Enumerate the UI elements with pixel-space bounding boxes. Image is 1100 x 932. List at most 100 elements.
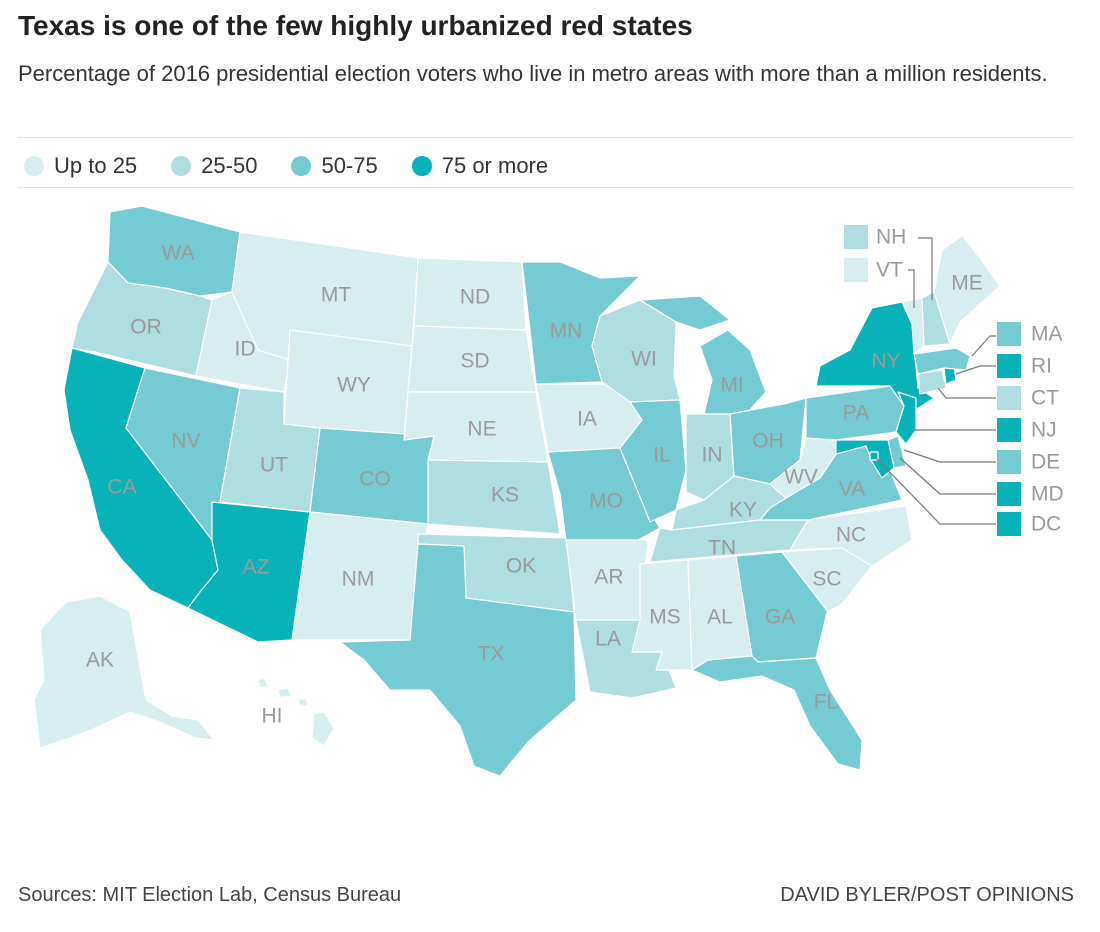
legend: Up to 25 25-50 50-75 75 or more [24,150,582,182]
label-ok: OK [506,555,536,578]
legend-bottom-rule [18,187,1074,188]
swatch-de [997,450,1021,474]
leader-dc [875,457,996,525]
state-ks[interactable] [427,459,561,535]
credit-line: DAVID BYLER/POST OPINIONS [780,884,1074,906]
us-map: WA OR CA ID NV AZ MT WY UT CO NM ND SD N… [33,205,1064,777]
leader-ma [971,335,996,357]
label-sd: SD [460,350,489,373]
label-ak: AK [86,649,114,672]
legend-item-25-50: 25-50 [171,153,257,179]
callout-label-de: DE [1031,451,1060,474]
legend-swatch [411,156,432,176]
state-vt[interactable] [901,297,925,355]
label-mo: MO [589,490,623,513]
state-me[interactable] [933,235,1001,345]
label-ky: KY [729,499,757,522]
label-sc: SC [812,568,841,591]
state-hi[interactable] [257,677,335,747]
leader-ct [937,387,996,399]
state-tx[interactable] [339,543,577,777]
label-va: VA [839,478,865,501]
callout-label-dc: DC [1031,513,1061,536]
label-nc: NC [836,524,866,547]
swatch-nh [844,225,868,249]
swatch-ri [997,354,1021,378]
swatch-ma [997,322,1021,346]
label-ia: IA [577,408,597,431]
chart-title: Texas is one of the few highly urbanized… [18,10,693,41]
label-wv: WV [784,466,818,489]
label-mn: MN [550,320,583,343]
callout-label-ma: MA [1031,323,1063,346]
label-hi: HI [262,705,283,728]
label-ks: KS [491,484,519,507]
label-mi: MI [720,374,743,397]
state-ct[interactable] [917,369,947,395]
label-nm: NM [342,568,375,591]
legend-label: 25-50 [201,153,258,178]
chart-subtitle: Percentage of 2016 presidential election… [18,61,1048,86]
state-ma[interactable] [913,347,971,375]
legend-item-up-to-25: Up to 25 [24,153,137,179]
label-me: ME [951,272,983,295]
leader-nh [918,237,933,300]
label-il: IL [653,444,671,467]
legend-label: 75 or more [441,153,549,178]
label-nd: ND [460,286,490,309]
label-wy: WY [337,374,371,397]
leader-vt [908,269,915,308]
callout-label-md: MD [1031,483,1064,506]
state-md[interactable] [835,439,895,479]
leader-md [899,457,996,495]
swatch-ct [997,386,1021,410]
legend-swatch [24,156,44,176]
legend-item-75-or-more: 75 or more [411,153,549,179]
legend-swatch [291,156,312,176]
label-ms: MS [649,606,681,629]
leader-ri [955,365,996,375]
label-ut: UT [260,454,288,477]
label-mt: MT [321,284,351,307]
label-in: IN [702,444,723,467]
label-wi: WI [631,348,657,371]
label-tx: TX [478,643,505,666]
source-note: Sources: MIT Election Lab, Census Bureau [18,884,402,906]
state-ak[interactable] [33,595,215,749]
label-nv: NV [171,430,200,453]
state-fl[interactable] [691,655,863,771]
callout-label-ct: CT [1031,387,1059,410]
state-mi[interactable] [639,295,767,415]
label-ca: CA [107,476,136,499]
label-az: AZ [243,556,270,579]
swatch-vt [844,258,868,282]
label-wa: WA [161,242,194,265]
swatch-dc [997,512,1021,536]
label-ga: GA [765,606,795,629]
leader-de [903,449,996,463]
label-ne: NE [467,418,496,441]
legend-label: 50-75 [321,153,378,178]
label-pa: PA [843,402,869,425]
label-la: LA [595,628,621,651]
label-ar: AR [594,566,623,589]
state-nj[interactable] [895,391,917,445]
label-oh: OH [752,430,784,453]
label-al: AL [707,606,733,629]
callout-label-vt: VT [876,259,903,282]
state-il[interactable] [619,399,687,523]
legend-label: Up to 25 [54,153,138,178]
legend-top-rule [18,137,1074,138]
label-ny: NY [871,350,900,373]
label-fl: FL [814,691,839,714]
callout-label-nj: NJ [1031,419,1057,442]
legend-swatch [171,156,192,176]
label-id: ID [235,338,256,361]
swatch-nj [997,418,1021,442]
swatch-md [997,482,1021,506]
callout-label-ri: RI [1031,355,1052,378]
label-or: OR [130,316,162,339]
label-co: CO [359,468,391,491]
label-tn: TN [708,537,736,560]
callout-label-nh: NH [876,226,906,249]
